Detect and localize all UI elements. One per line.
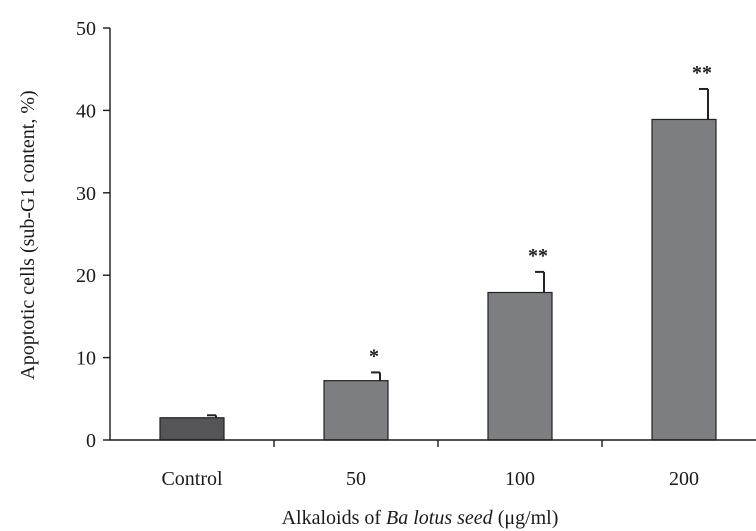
y-axis-ticks: 0 10 20 30 40 50 [76,18,110,452]
significance-markers: ***** [369,62,712,367]
y-tick-label-20: 20 [76,265,96,287]
y-tick-label-30: 30 [76,183,96,205]
y-tick-label-40: 40 [76,100,96,122]
bars [159,118,717,441]
bar-200 [651,118,717,441]
x-axis-ticks: Control 50 100 200 [161,440,699,490]
x-tick-label-100: 100 [505,468,535,490]
x-axis-title: Alkaloids of Ba lotus seed (μg/ml) [282,507,559,529]
error-bar-100 [535,270,545,293]
x-axis-title-italic: Ba lotus seed [386,507,494,529]
significance-200: ** [692,62,712,84]
x-tick-label-200: 200 [669,468,699,490]
significance-50: * [369,345,379,367]
bar-100 [487,291,553,441]
x-tick-label-control: Control [161,468,223,490]
y-axis-title: Apoptotic cells (sub-G1 content, %) [17,90,39,379]
error-bars [207,87,709,418]
x-axis-title-prefix: Alkaloids of [282,507,386,529]
y-tick-label-0: 0 [86,430,96,452]
y-tick-label-50: 50 [76,18,96,40]
error-bar-200 [699,87,709,120]
x-axis-title-suffix: (μg/ml) [493,507,559,529]
x-tick-label-50: 50 [346,468,366,490]
bar-control [159,417,225,441]
bar-50 [323,380,389,441]
y-tick-label-10: 10 [76,348,96,370]
error-bar-50 [371,371,381,381]
error-bar-control [207,414,217,418]
significance-100: ** [528,245,548,267]
